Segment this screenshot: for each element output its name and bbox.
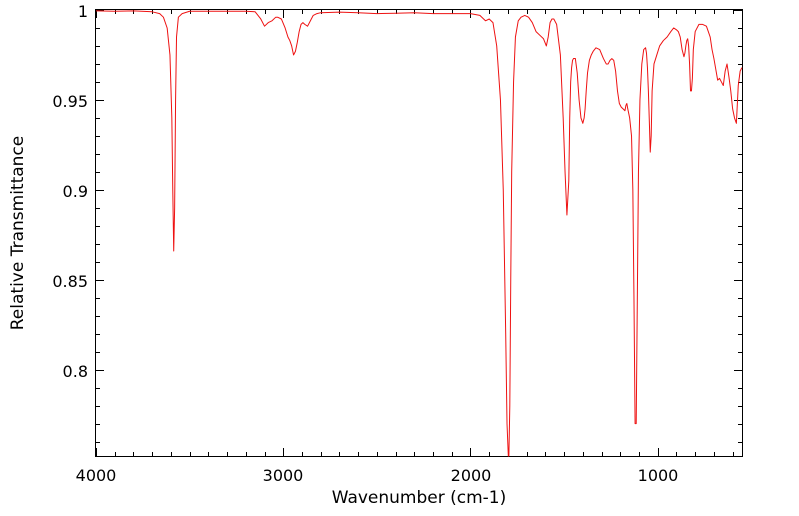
x-tick-label: 4000: [76, 466, 117, 485]
y-axis-label: Relative Transmittance: [8, 136, 28, 331]
x-tick-label: 2000: [451, 466, 492, 485]
major-ticks: [96, 10, 742, 456]
y-tick-label: 0.9: [63, 182, 88, 201]
x-tick-label: 3000: [263, 466, 304, 485]
x-tick-labels: 4000 3000 2000 1000: [76, 466, 679, 485]
y-tick-labels: 1 0.95 0.9 0.85 0.8: [52, 2, 88, 381]
x-axis-label: Wavenumber (cm-1): [332, 488, 507, 508]
x-tick-label: 1000: [638, 466, 679, 485]
minor-ticks: [96, 10, 742, 456]
y-tick-label: 0.85: [52, 272, 88, 291]
plot-area-frame: [95, 9, 743, 457]
y-tick-label: 0.8: [63, 362, 88, 381]
y-tick-label: 0.95: [52, 92, 88, 111]
spectrum-line: [95, 10, 743, 457]
y-tick-label: 1: [78, 2, 88, 21]
